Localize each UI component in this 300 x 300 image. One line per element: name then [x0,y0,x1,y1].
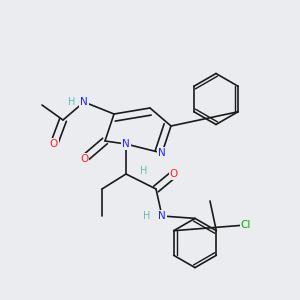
Text: H: H [140,166,148,176]
Text: H: H [68,97,76,107]
Text: H: H [143,211,151,221]
Text: O: O [80,154,88,164]
Text: N: N [80,97,88,107]
Text: N: N [158,211,166,221]
Text: O: O [170,169,178,179]
Text: Cl: Cl [241,220,251,230]
Text: N: N [122,139,130,149]
Text: N: N [158,148,166,158]
Text: O: O [50,139,58,149]
